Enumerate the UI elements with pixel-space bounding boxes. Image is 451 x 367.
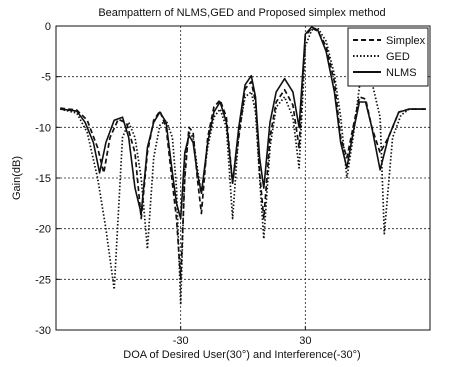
- y-axis-label: Gain(dB): [11, 156, 23, 200]
- legend-label-nlms: NLMS: [386, 67, 417, 79]
- y-tick-label: -25: [35, 274, 51, 286]
- legend: Simplex GED NLMS: [347, 27, 429, 87]
- y-tick-label: -10: [35, 122, 51, 134]
- y-tick-label: -15: [35, 173, 51, 185]
- legend-label-simplex: Simplex: [386, 35, 426, 47]
- y-tick-label: 0: [45, 21, 51, 33]
- plot-area-frame: [55, 25, 431, 331]
- legend-label-ged: GED: [386, 51, 410, 63]
- y-tick-labels: 0 -5 -10 -15 -20 -25 -30: [35, 21, 51, 337]
- y-tick-label: -20: [35, 224, 51, 236]
- series-lines: [60, 26, 426, 306]
- x-tick-labels: -30 30: [173, 335, 312, 347]
- x-tick-label: 30: [299, 335, 311, 347]
- series-line-nlms: [60, 26, 426, 220]
- y-tick-label: -5: [41, 72, 51, 84]
- y-tick-label: -30: [35, 325, 51, 337]
- chart-title: Beampattern of NLMS,GED and Proposed sim…: [98, 7, 385, 19]
- x-axis-label: DOA of Desired User(30°) and Interferenc…: [123, 349, 360, 361]
- legend-box: [347, 27, 429, 87]
- x-tick-label: -30: [173, 335, 189, 347]
